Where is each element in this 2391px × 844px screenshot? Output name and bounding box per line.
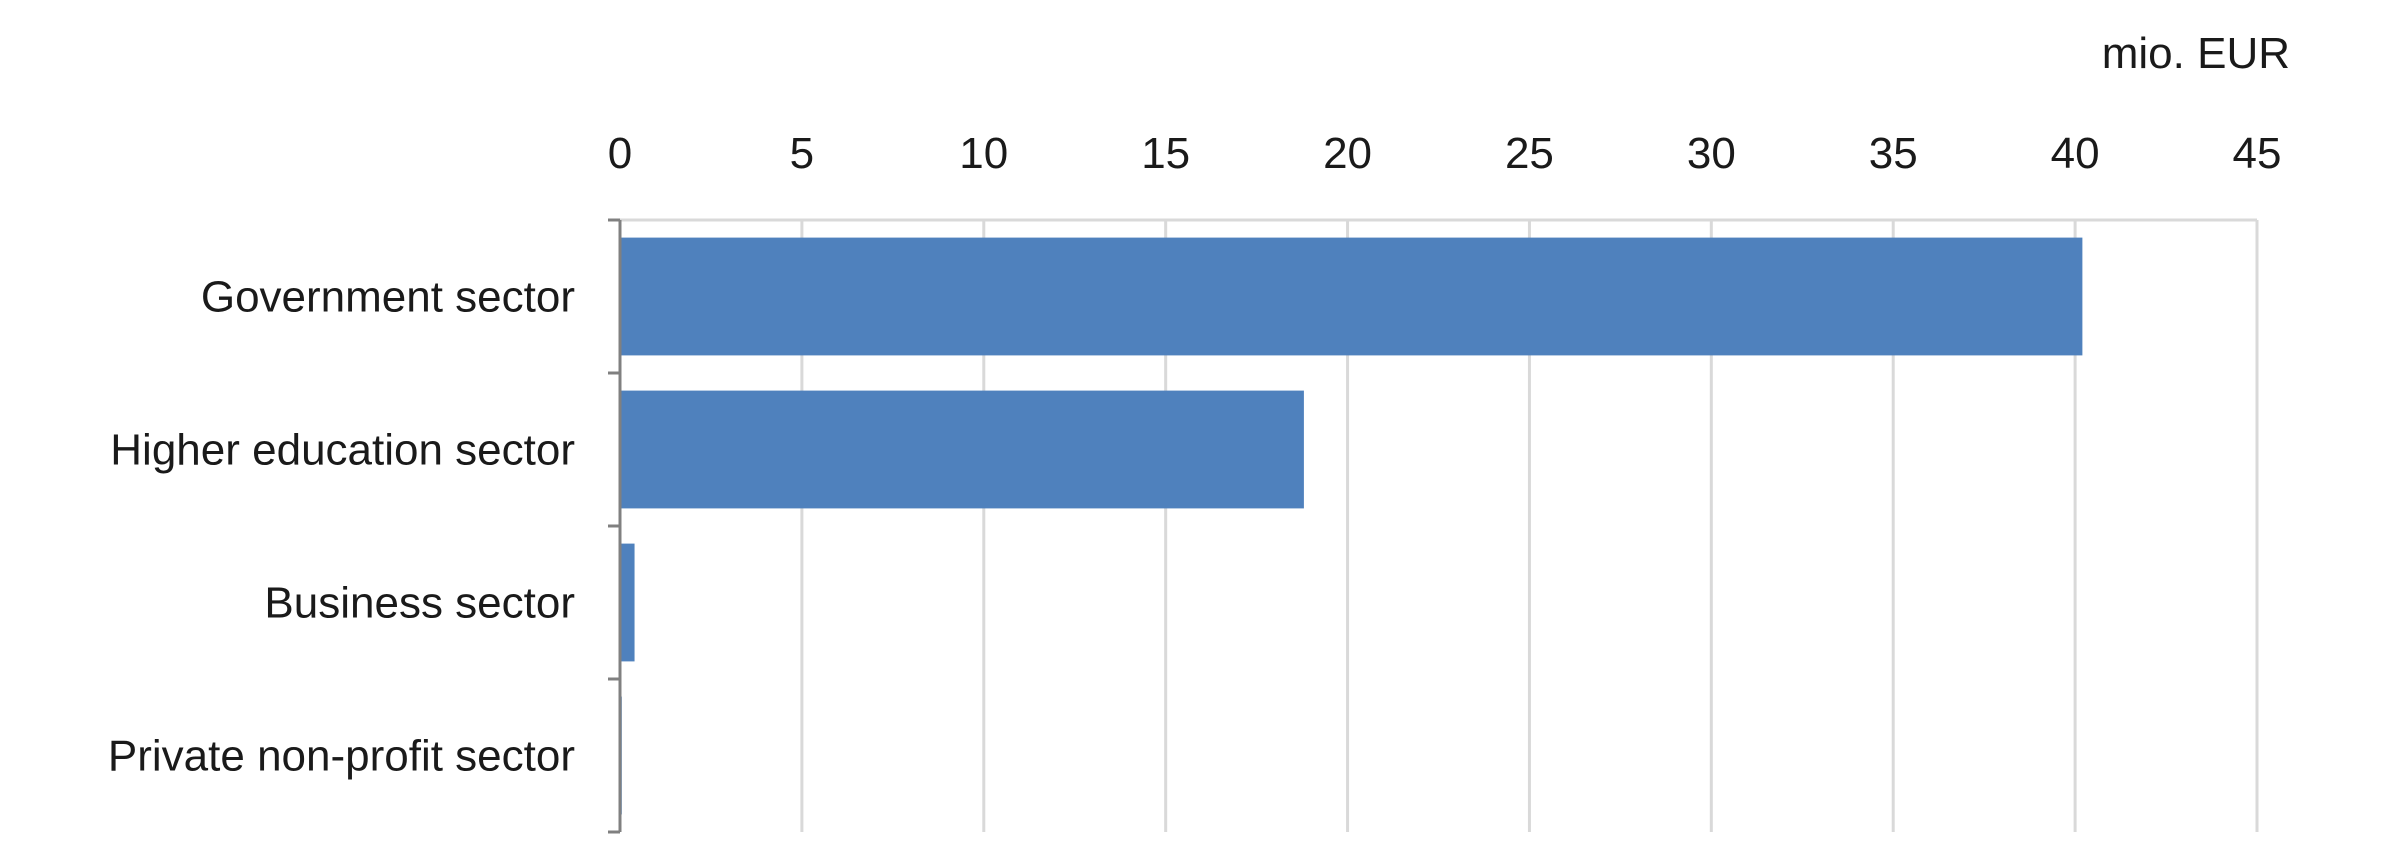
x-tick-label: 0 (608, 129, 632, 178)
x-tick-label: 25 (1505, 129, 1554, 178)
x-tick-label: 20 (1323, 129, 1372, 178)
unit-label: mio. EUR (2102, 29, 2290, 78)
bar (620, 390, 1304, 509)
x-tick-label: 45 (2233, 129, 2282, 178)
bars (620, 237, 2083, 815)
category-label: Business sector (264, 579, 575, 628)
category-label: Higher education sector (110, 426, 575, 475)
category-label: Government sector (201, 273, 575, 322)
category-labels: Government sector Higher education sector… (108, 273, 575, 781)
x-tick-label: 35 (1869, 129, 1918, 178)
x-tick-label: 15 (1141, 129, 1190, 178)
bar (620, 237, 2083, 356)
x-tick-label: 40 (2051, 129, 2100, 178)
category-axis (608, 218, 622, 834)
x-tick-label: 10 (959, 129, 1008, 178)
x-tick-label: 5 (790, 129, 814, 178)
category-label: Private non-profit sector (108, 732, 575, 781)
value-axis-ticks: 0 5 10 15 20 25 30 35 40 45 (608, 129, 2282, 178)
bar (620, 543, 635, 662)
x-tick-label: 30 (1687, 129, 1736, 178)
